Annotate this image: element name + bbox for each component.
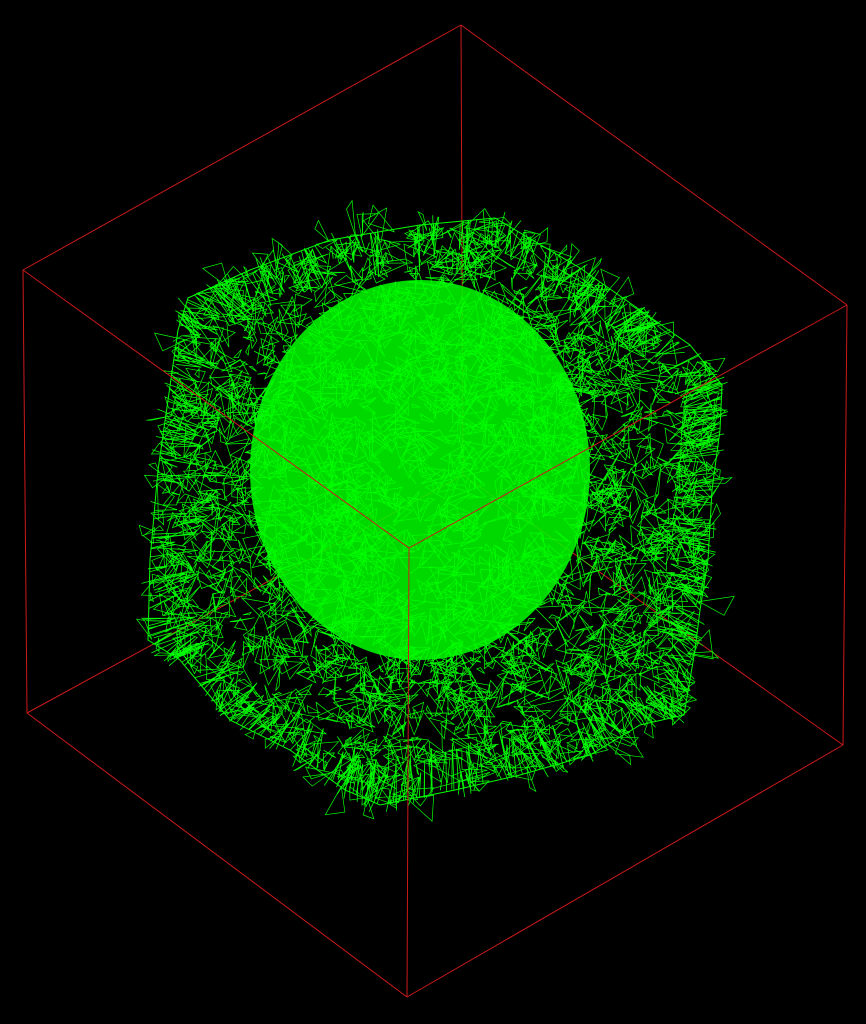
mesh-triangles xyxy=(135,199,735,822)
bounding-box-front-edge-8 xyxy=(26,712,408,998)
bounding-box-front-edge-5 xyxy=(22,269,28,714)
bounding-box-front-edges xyxy=(22,24,848,998)
bounding-box-front-edge-7 xyxy=(406,547,410,998)
wireframe-mesh xyxy=(135,199,735,822)
mesh-rim-strands xyxy=(141,210,729,813)
mesh-silhouette xyxy=(147,217,723,806)
bounding-box-front-edge-2 xyxy=(460,24,848,306)
bounding-box-front-edge-1 xyxy=(22,24,462,271)
bounding-box-front-edge-3 xyxy=(22,269,410,549)
bounding-box-front-edge-6 xyxy=(842,304,848,746)
bounding-box-front-edge-4 xyxy=(408,304,848,549)
bounding-box-front-edge-9 xyxy=(406,744,844,998)
